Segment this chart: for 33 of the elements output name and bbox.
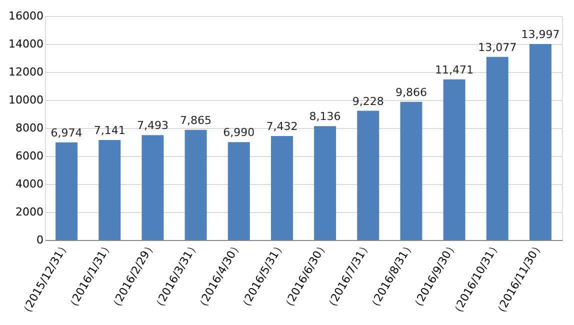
y-tick-label: 10000 bbox=[8, 94, 44, 106]
data-label: 7,493 bbox=[136, 119, 168, 132]
bar bbox=[98, 140, 121, 240]
bar bbox=[486, 56, 508, 240]
data-label: 7,432 bbox=[266, 120, 298, 133]
data-label: 9,866 bbox=[395, 86, 427, 99]
y-tick-label: 4000 bbox=[16, 178, 44, 190]
data-label: 6,990 bbox=[223, 126, 255, 140]
data-label: 8,136 bbox=[309, 110, 341, 124]
data-label: 7,865 bbox=[180, 114, 212, 127]
y-tick-label: 8000 bbox=[16, 122, 44, 134]
bar bbox=[270, 136, 293, 240]
y-tick-label: 0 bbox=[36, 234, 44, 246]
data-label: 6,974 bbox=[50, 126, 82, 140]
data-label: 9,228 bbox=[352, 94, 384, 108]
bar bbox=[400, 102, 422, 240]
bar bbox=[314, 126, 336, 240]
bar bbox=[357, 110, 380, 240]
data-label: 13,077 bbox=[478, 40, 517, 54]
y-tick-label: 14000 bbox=[8, 38, 44, 50]
bar bbox=[184, 130, 207, 240]
data-label: 7,141 bbox=[94, 124, 126, 138]
y-tick-label: 16000 bbox=[8, 10, 44, 22]
y-tick-label: 12000 bbox=[8, 66, 44, 78]
bar bbox=[443, 79, 466, 240]
y-tick-label: 6000 bbox=[16, 150, 44, 162]
y-tick-label: 2000 bbox=[16, 206, 44, 218]
data-label: 11,471 bbox=[435, 63, 474, 76]
data-label: 13,997 bbox=[521, 28, 560, 42]
bar bbox=[142, 135, 164, 240]
bar bbox=[56, 142, 78, 240]
bar bbox=[529, 44, 552, 240]
bar bbox=[228, 142, 250, 240]
